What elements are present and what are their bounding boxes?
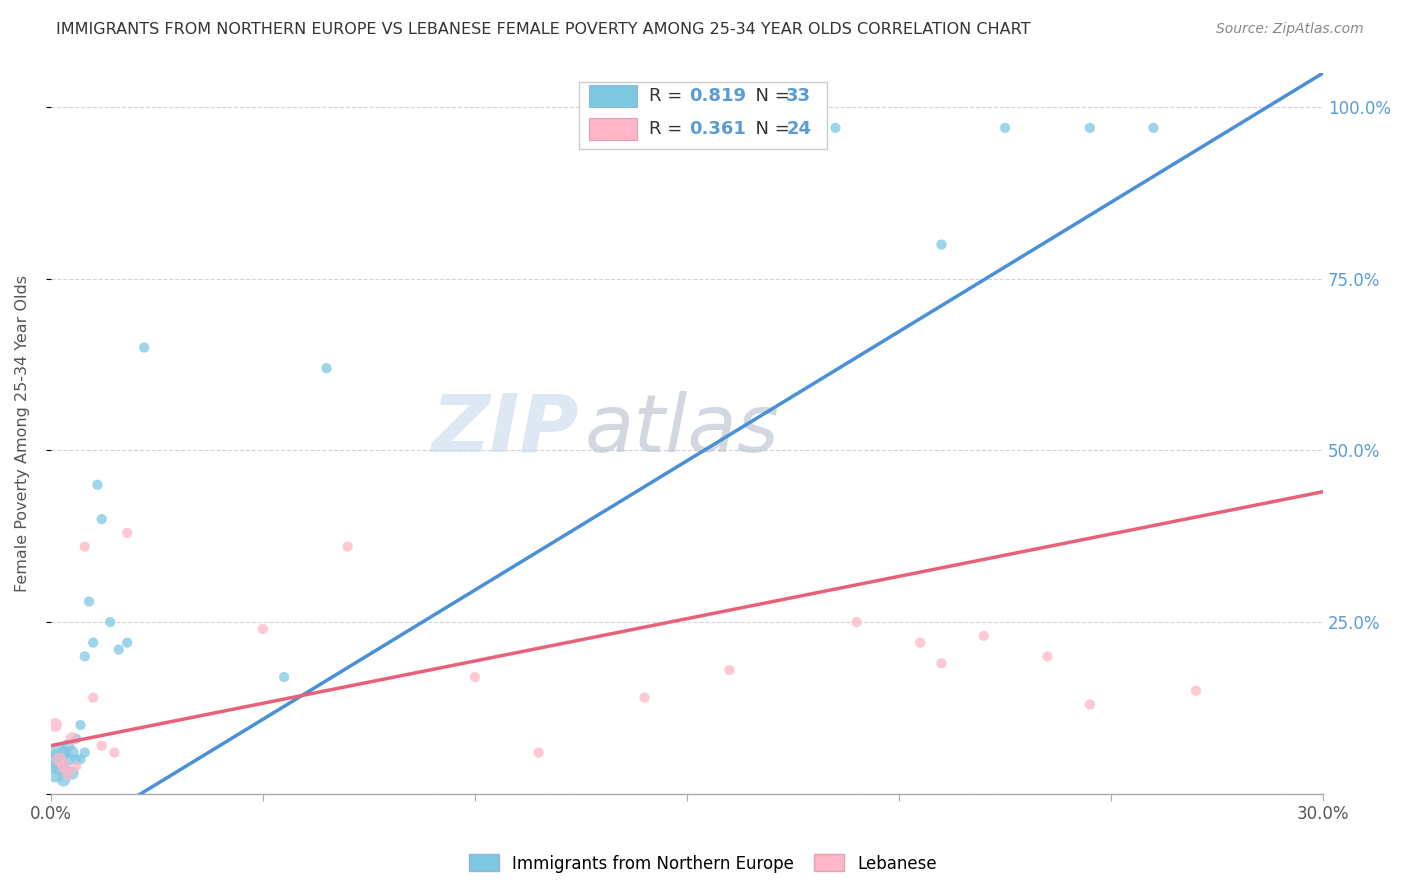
FancyBboxPatch shape: [589, 86, 637, 107]
Point: [48, 752, 70, 766]
Point: [1078, 698, 1101, 712]
Point: [60, 746, 83, 760]
Point: [60, 766, 83, 780]
Point: [824, 120, 846, 135]
Point: [52, 772, 75, 787]
Point: [44, 766, 66, 780]
Text: R =: R =: [648, 87, 688, 105]
Point: [52, 746, 75, 760]
FancyBboxPatch shape: [589, 119, 637, 140]
Point: [527, 746, 550, 760]
Point: [44, 718, 66, 732]
Point: [718, 663, 741, 677]
Y-axis label: Female Poverty Among 25-34 Year Olds: Female Poverty Among 25-34 Year Olds: [15, 275, 30, 591]
Point: [252, 622, 274, 636]
Point: [65, 759, 87, 773]
Point: [60, 731, 83, 746]
Point: [73, 746, 96, 760]
Point: [115, 525, 138, 540]
Point: [1078, 120, 1101, 135]
Point: [973, 629, 995, 643]
Text: IMMIGRANTS FROM NORTHERN EUROPE VS LEBANESE FEMALE POVERTY AMONG 25-34 YEAR OLDS: IMMIGRANTS FROM NORTHERN EUROPE VS LEBAN…: [56, 22, 1031, 37]
Point: [910, 635, 932, 649]
Point: [103, 746, 125, 760]
Point: [44, 752, 66, 766]
Point: [464, 670, 486, 684]
Point: [48, 746, 70, 760]
Point: [90, 512, 112, 526]
Point: [56, 752, 79, 766]
Point: [69, 752, 91, 766]
Point: [86, 478, 108, 492]
Point: [845, 615, 868, 629]
Point: [107, 642, 129, 657]
Point: [994, 120, 1017, 135]
Point: [633, 690, 655, 705]
Point: [90, 739, 112, 753]
Point: [65, 752, 87, 766]
FancyBboxPatch shape: [579, 82, 827, 149]
Text: Source: ZipAtlas.com: Source: ZipAtlas.com: [1216, 22, 1364, 37]
Legend: Immigrants from Northern Europe, Lebanese: Immigrants from Northern Europe, Lebanes…: [463, 847, 943, 880]
Text: N =: N =: [744, 120, 796, 138]
Point: [56, 739, 79, 753]
Point: [52, 759, 75, 773]
Point: [115, 635, 138, 649]
Text: 24: 24: [786, 120, 811, 138]
Point: [82, 635, 104, 649]
Text: 33: 33: [786, 87, 811, 105]
Point: [52, 759, 75, 773]
Point: [931, 237, 953, 252]
Point: [273, 670, 295, 684]
Point: [48, 759, 70, 773]
Point: [77, 594, 100, 608]
Point: [1185, 683, 1208, 698]
Text: N =: N =: [744, 87, 796, 105]
Point: [73, 540, 96, 554]
Point: [65, 731, 87, 746]
Text: 0.819: 0.819: [689, 87, 747, 105]
Point: [73, 649, 96, 664]
Text: ZIP: ZIP: [432, 391, 579, 468]
Point: [931, 657, 953, 671]
Text: 0.361: 0.361: [689, 120, 747, 138]
Point: [134, 341, 156, 355]
Point: [98, 615, 121, 629]
Text: R =: R =: [648, 120, 688, 138]
Point: [56, 766, 79, 780]
Point: [315, 361, 337, 376]
Point: [1142, 120, 1164, 135]
Point: [718, 120, 741, 135]
Point: [69, 718, 91, 732]
Point: [82, 690, 104, 705]
Text: atlas: atlas: [585, 391, 780, 468]
Point: [1036, 649, 1059, 664]
Point: [336, 540, 359, 554]
